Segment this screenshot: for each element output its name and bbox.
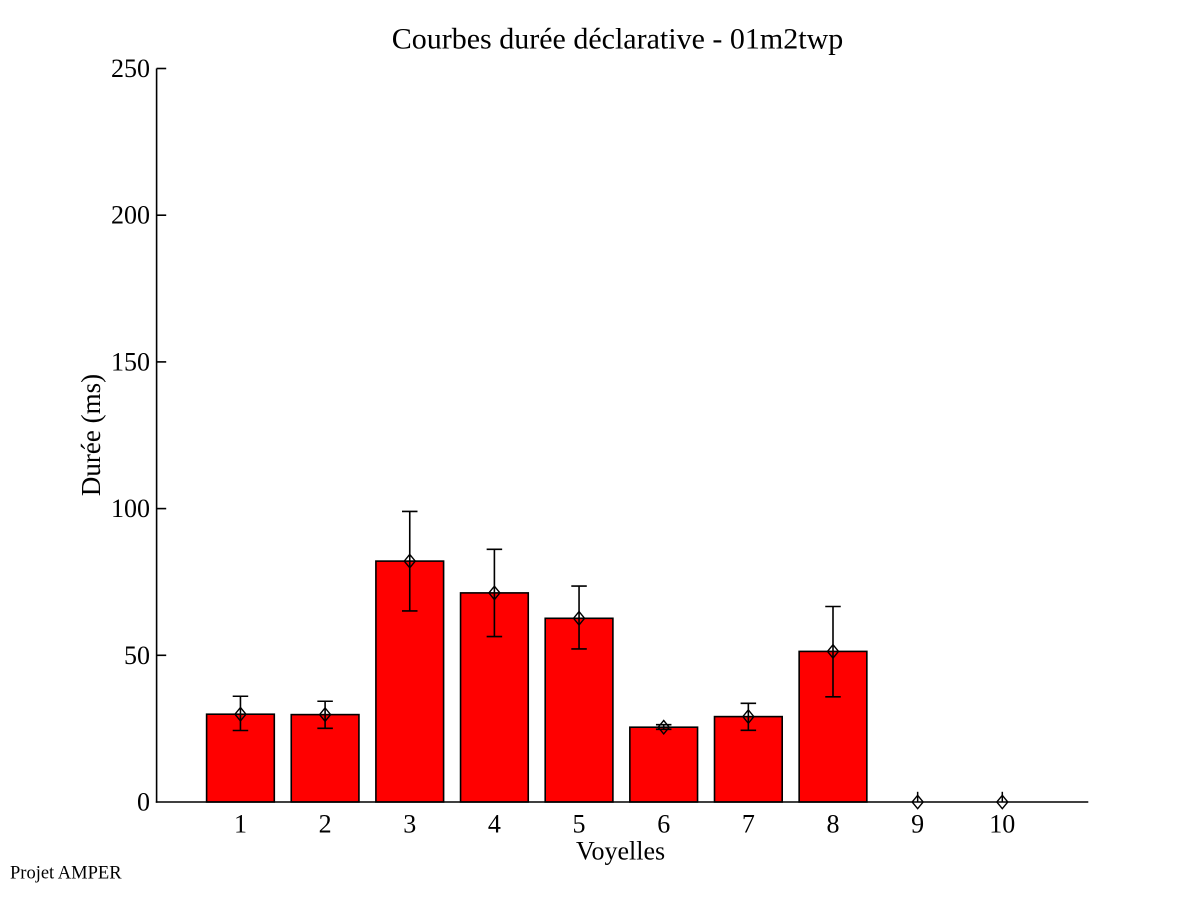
- svg-text:9: 9: [911, 810, 924, 839]
- svg-text:100: 100: [111, 494, 150, 523]
- svg-text:Voyelles: Voyelles: [576, 837, 665, 866]
- svg-text:0: 0: [137, 788, 150, 817]
- svg-text:1: 1: [234, 810, 247, 839]
- svg-text:8: 8: [827, 810, 840, 839]
- svg-text:Courbes durée déclarative - 01: Courbes durée déclarative - 01m2twp: [392, 23, 844, 56]
- svg-text:Projet AMPER: Projet AMPER: [10, 864, 122, 884]
- svg-text:4: 4: [488, 810, 501, 839]
- svg-text:5: 5: [573, 810, 586, 839]
- svg-text:250: 250: [111, 54, 150, 83]
- svg-text:Durée (ms): Durée (ms): [76, 374, 106, 496]
- svg-text:7: 7: [742, 810, 755, 839]
- svg-text:200: 200: [111, 201, 150, 230]
- svg-text:6: 6: [657, 810, 670, 839]
- svg-text:150: 150: [111, 347, 150, 376]
- svg-text:50: 50: [124, 641, 150, 670]
- svg-text:10: 10: [989, 810, 1015, 839]
- svg-text:2: 2: [319, 810, 332, 839]
- svg-text:3: 3: [403, 810, 416, 839]
